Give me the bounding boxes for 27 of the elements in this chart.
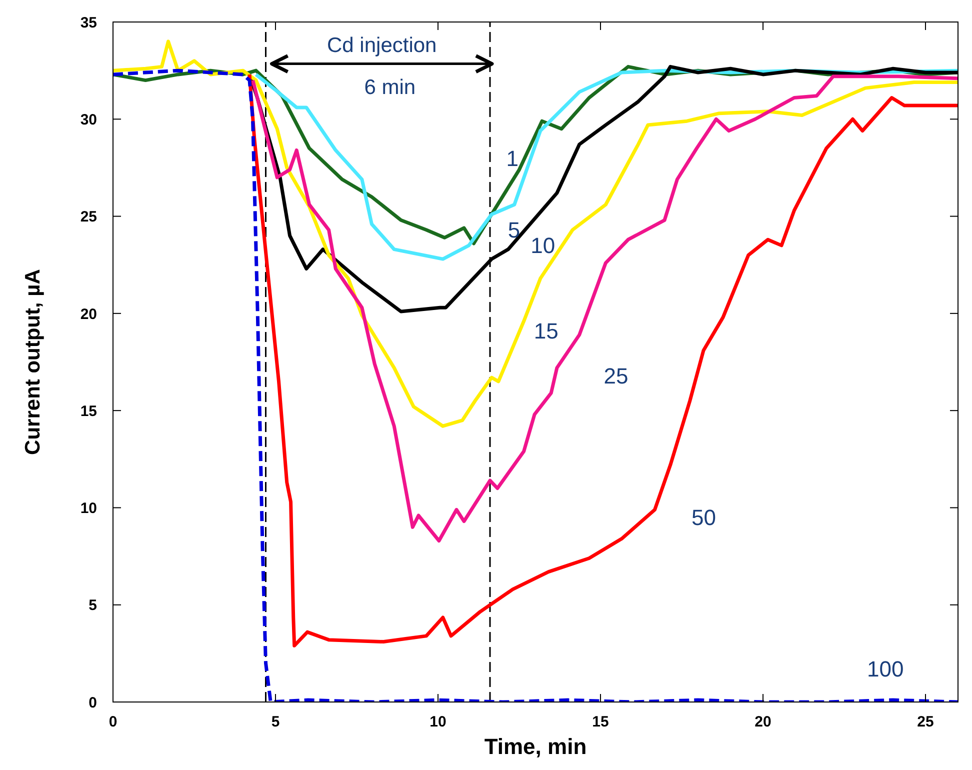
x-tick-label: 20 bbox=[754, 714, 772, 731]
series-label: 1 bbox=[506, 146, 518, 171]
series-label: 10 bbox=[530, 233, 556, 258]
y-tick-label: 35 bbox=[80, 14, 97, 32]
series-label: 25 bbox=[604, 363, 628, 388]
x-tick-label: 15 bbox=[592, 714, 609, 731]
series-label: 100 bbox=[867, 656, 904, 682]
y-tick-label: 5 bbox=[88, 597, 97, 614]
x-tick-label: 0 bbox=[108, 714, 118, 731]
x-axis-title: Time, min bbox=[484, 734, 587, 759]
y-tick-label: 30 bbox=[80, 111, 97, 128]
line-series bbox=[248, 72, 958, 648]
y-tick-label: 0 bbox=[88, 694, 97, 712]
y-tick-label: 15 bbox=[80, 402, 97, 420]
x-tick-label: 5 bbox=[271, 714, 280, 731]
annotation: 6 min bbox=[364, 76, 416, 99]
y-axis-title: Current output, µA bbox=[21, 269, 44, 455]
series-label: 5 bbox=[508, 218, 520, 243]
x-tick-label: 25 bbox=[917, 714, 934, 731]
series-label: 15 bbox=[534, 318, 558, 344]
series-label: 50 bbox=[692, 505, 716, 530]
line-series bbox=[251, 74, 958, 542]
x-tick-label: 10 bbox=[430, 714, 446, 731]
y-tick-label: 20 bbox=[80, 306, 97, 323]
y-tick-label: 25 bbox=[80, 208, 97, 226]
annotation: Cd injection bbox=[327, 34, 437, 57]
y-tick-label: 10 bbox=[80, 500, 97, 518]
